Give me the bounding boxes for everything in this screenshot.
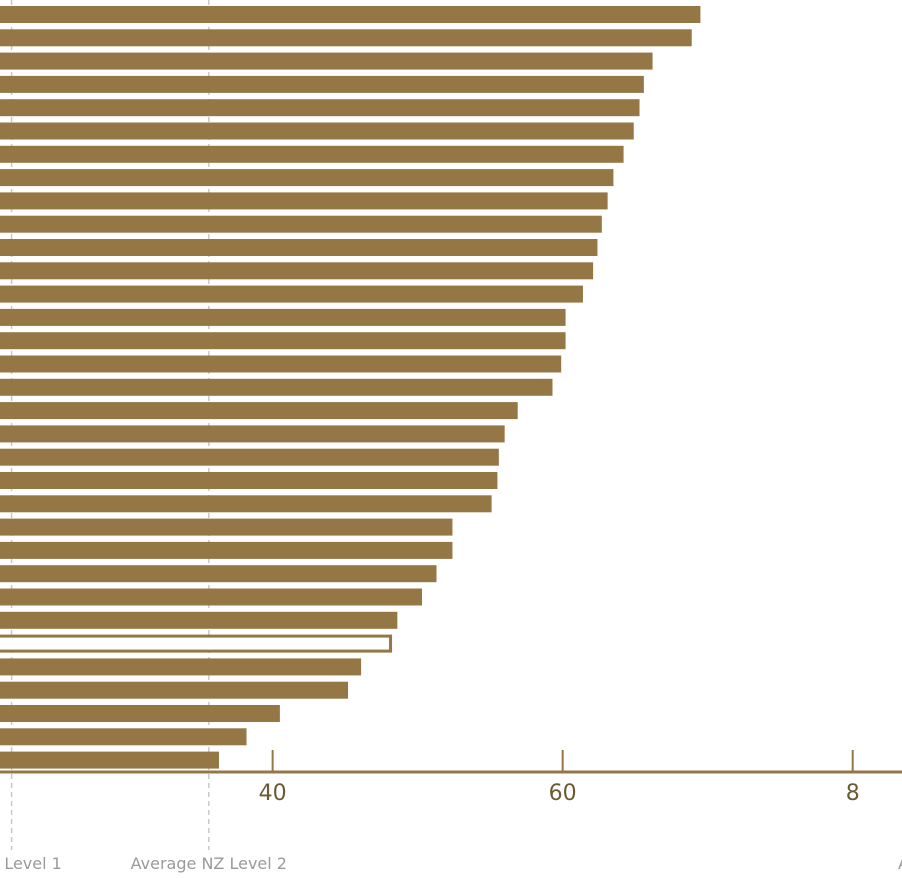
bar — [0, 75, 644, 93]
x-tick-label: 40 — [259, 781, 287, 806]
bar — [0, 308, 566, 326]
reference-lines — [10, 0, 210, 850]
bar — [0, 751, 219, 769]
bar — [0, 239, 598, 256]
reference-label: e NZ Level 1 — [0, 854, 62, 873]
bar — [0, 332, 566, 350]
reference-label: A — [898, 854, 902, 873]
x-tick-label: 8 — [846, 781, 860, 806]
bar — [0, 728, 247, 746]
bar — [0, 285, 583, 303]
x-axis: 040608 — [0, 750, 902, 806]
bar — [0, 541, 453, 559]
bar — [0, 495, 492, 513]
bar — [0, 611, 398, 629]
bar — [0, 169, 614, 187]
bar — [0, 658, 362, 676]
bar — [0, 402, 518, 420]
bar — [0, 29, 692, 47]
bar — [0, 355, 562, 373]
bar — [0, 681, 349, 699]
bar — [0, 145, 624, 163]
bar — [0, 588, 422, 606]
bar — [0, 6, 701, 23]
bar — [0, 52, 653, 70]
bar — [0, 472, 498, 489]
bar — [0, 448, 499, 466]
bar — [0, 122, 634, 140]
bars — [0, 6, 701, 769]
bar — [0, 192, 608, 210]
bar — [0, 705, 280, 722]
bar — [0, 518, 453, 536]
bar — [0, 262, 594, 280]
x-tick-label: 60 — [549, 781, 577, 806]
reference-labels: e NZ Level 1 Average NZ Level 2 A — [0, 854, 902, 873]
bar — [0, 565, 437, 583]
bar — [0, 99, 640, 117]
reference-label: Average NZ Level 2 — [131, 854, 287, 873]
bar — [0, 425, 505, 443]
highlighted-bar — [0, 634, 393, 653]
bar — [0, 378, 553, 396]
bar — [0, 215, 602, 233]
